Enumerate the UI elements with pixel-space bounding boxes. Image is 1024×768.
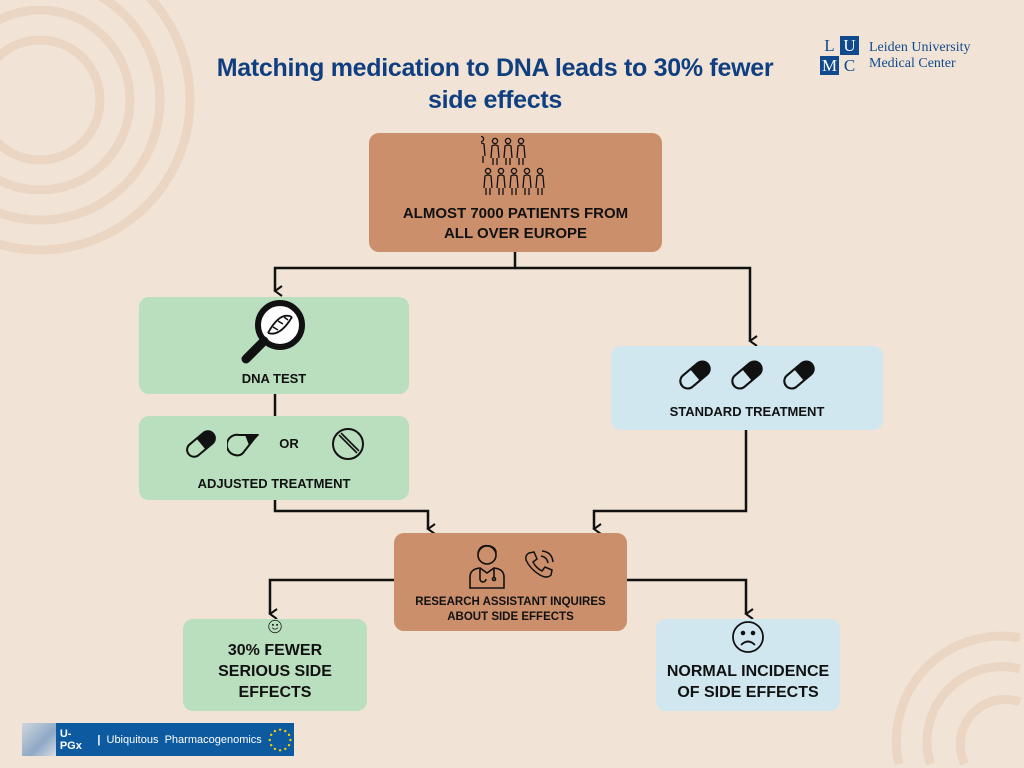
phone-call-icon (524, 550, 554, 578)
normal-incidence-label: NORMAL INCIDENCE OF SIDE EFFECTS (666, 663, 830, 701)
connector-standard-assistant (592, 430, 748, 535)
dna-magnifier-icon (241, 300, 305, 364)
capsule-icon (186, 430, 217, 458)
fewer-side-effects-box: 30% FEWER SERIOUS SIDE EFFECTS (183, 619, 367, 711)
connector-assistant-fewer (268, 578, 394, 620)
standard-treatment-box: STANDARD TREATMENT (611, 346, 883, 430)
connector-top (273, 252, 517, 297)
capsule-icon (679, 360, 711, 390)
capsule-icon (783, 360, 815, 390)
logo-line-1: Leiden University (869, 39, 971, 55)
normal-incidence-box: NORMAL INCIDENCE OF SIDE EFFECTS (656, 619, 840, 711)
page-title: Matching medication to DNA leads to 30% … (216, 54, 774, 114)
logo-line-2: Medical Center (869, 55, 956, 71)
or-label: OR (279, 436, 299, 451)
patients-box: ALMOST 7000 PATIENTS FROM ALL OVER EUROP… (369, 133, 662, 252)
half-capsule-icon (227, 433, 260, 457)
upgx-name: Ubiquitous Pharmacogenomics (106, 733, 262, 746)
adjusted-treatment-label: ADJUSTED TREATMENT (197, 476, 351, 491)
pills-image (22, 723, 56, 756)
research-assistant-box: RESEARCH ASSISTANT INQUIRES ABOUT SIDE E… (394, 533, 627, 631)
patients-label: ALMOST 7000 PATIENTS FROM ALL OVER EUROP… (402, 205, 629, 242)
fewer-side-effects-label: 30% FEWER SERIOUS SIDE EFFECTS (218, 642, 332, 701)
smiley-icon (268, 619, 282, 634)
tablet-stop-icon (331, 428, 364, 460)
connector-adjusted-assistant (273, 500, 436, 535)
adjusted-treatment-box: OR ADJUSTED TREATMENT (139, 416, 409, 500)
upgx-banner: U-PGx | Ubiquitous Pharmacogenomics (22, 723, 294, 756)
eu-stars-icon (268, 727, 292, 752)
connector-top-right (515, 266, 758, 347)
sad-face-icon (732, 621, 764, 653)
connector-assistant-normal (627, 578, 754, 620)
dna-test-label: DNA TEST (241, 371, 307, 386)
standard-treatment-label: STANDARD TREATMENT (669, 404, 825, 419)
capsule-icon (731, 360, 763, 390)
upgx-brand: U-PGx (59, 727, 82, 752)
people-group-icon (480, 136, 545, 196)
doctor-icon (468, 544, 505, 589)
upgx-separator: | (97, 733, 101, 746)
dna-test-box: DNA TEST (139, 297, 409, 394)
research-assistant-label: RESEARCH ASSISTANT INQUIRES ABOUT SIDE E… (415, 596, 606, 623)
